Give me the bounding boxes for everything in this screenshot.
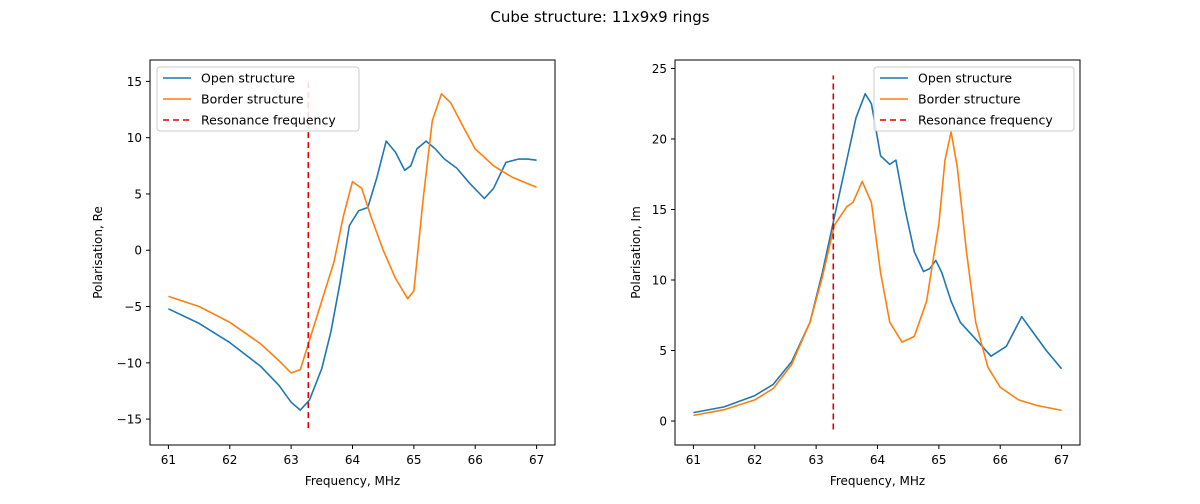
right-y-tick-label: 10 [652, 274, 667, 288]
right-x-tick-label: 65 [931, 453, 946, 467]
left-x-tick-label: 66 [468, 453, 483, 467]
right-series-border-line [693, 131, 1062, 417]
left-x-tick-label: 65 [406, 453, 421, 467]
left-legend [156, 66, 360, 132]
left-y-tick-label: −5 [124, 300, 142, 314]
right-legend-label-resonance: Resonance frequency [918, 113, 1053, 128]
right-x-tick-label: 63 [808, 453, 823, 467]
left-x-tick-label: 61 [161, 453, 176, 467]
left-x-tick-label: 64 [345, 453, 360, 467]
right-y-tick-label: 25 [652, 62, 667, 76]
right-plot: Frequency, MHz Polarisation, Im 61 62 63 64… [629, 59, 1081, 488]
left-series-border-line [168, 93, 537, 374]
right-x-axis-label: Frequency, MHz [830, 474, 925, 488]
right-legend [873, 66, 1075, 132]
right-legend-label-open: Open structure [918, 71, 1012, 86]
right-x-tick-label: 62 [747, 453, 762, 467]
right-x-tick-label: 64 [870, 453, 885, 467]
left-x-tick-label: 67 [529, 453, 544, 467]
right-legend-label-border: Border structure [918, 92, 1021, 107]
left-y-tick-label: 0 [134, 244, 142, 258]
left-legend-label-border: Border structure [201, 92, 304, 107]
left-y-tick-label: 10 [127, 131, 142, 145]
left-y-tick-label: −10 [117, 356, 142, 370]
left-legend-label-open: Open structure [201, 71, 295, 86]
left-y-tick-label: 15 [127, 75, 142, 89]
right-y-tick-label: 0 [659, 415, 667, 429]
left-y-axis-label: Polarisation, Re [91, 206, 105, 299]
left-legend-label-resonance: Resonance frequency [201, 113, 336, 128]
left-plot: Frequency, MHz Polarisation, Re 61 62 63 64… [91, 59, 556, 488]
left-y-tick-label: 5 [134, 187, 142, 201]
left-series-open-line [168, 140, 537, 411]
left-y-tick-label: −15 [117, 413, 142, 427]
left-x-axis-label: Frequency, MHz [305, 474, 400, 488]
right-y-tick-label: 15 [652, 203, 667, 217]
right-y-tick-label: 5 [659, 344, 667, 358]
figure-title: Cube structure: 11x9x9 rings [490, 8, 709, 26]
right-y-axis-label: Polarisation, Im [629, 206, 643, 299]
right-y-tick-label: 20 [652, 132, 667, 146]
right-x-tick-label: 66 [993, 453, 1008, 467]
right-x-tick-label: 61 [686, 453, 701, 467]
left-x-tick-label: 63 [283, 453, 298, 467]
left-x-tick-label: 62 [222, 453, 237, 467]
right-x-tick-label: 67 [1054, 453, 1069, 467]
